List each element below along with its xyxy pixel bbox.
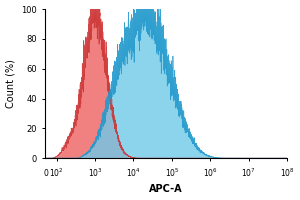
Y-axis label: Count (%): Count (%): [6, 59, 16, 108]
Text: 0: 0: [44, 169, 48, 178]
X-axis label: APC-A: APC-A: [149, 184, 183, 194]
